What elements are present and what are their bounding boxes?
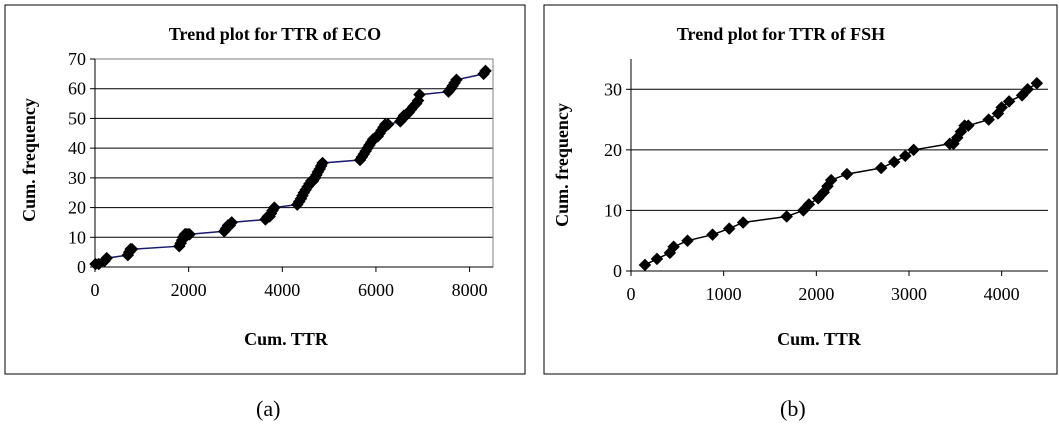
chart-a-x-tick-label: 2000 bbox=[171, 280, 207, 300]
chart-b-data-point bbox=[667, 240, 680, 254]
chart-a-y-tick-label: 10 bbox=[68, 227, 86, 247]
chart-a-data-point bbox=[450, 73, 463, 87]
chart-a-y-tick-label: 0 bbox=[77, 257, 86, 277]
chart-b-data-point bbox=[995, 101, 1009, 114]
chart-b-y-tick-label: 10 bbox=[604, 200, 622, 220]
chart-b-title: Trend plot for TTR of FSH bbox=[677, 24, 885, 44]
chart-b-data-point bbox=[907, 143, 920, 157]
chart-b-data-point bbox=[840, 167, 854, 181]
chart-a-y-tick-label: 20 bbox=[68, 198, 86, 218]
chart-b-y-tick-label: 0 bbox=[613, 261, 622, 281]
chart-a-x-tick-label: 8000 bbox=[452, 280, 488, 300]
chart-b-y-tick-label: 20 bbox=[604, 140, 622, 160]
chart-b-data-point bbox=[887, 155, 901, 169]
caption-a: (a) bbox=[256, 396, 281, 421]
chart-b-data-point bbox=[1021, 82, 1034, 96]
chart-b-x-axis-label: Cum. TTR bbox=[777, 329, 862, 349]
chart-b-series bbox=[638, 76, 1044, 272]
chart-b-axes bbox=[630, 59, 1048, 272]
chart-a-axes bbox=[94, 59, 493, 268]
chart-b-y-axis-label: Cum. frequency bbox=[552, 103, 572, 227]
chart-a-data-point bbox=[479, 64, 492, 78]
chart-b-data-point bbox=[1030, 76, 1044, 90]
chart-a-data-point bbox=[316, 156, 329, 170]
chart-b-data-point bbox=[722, 222, 736, 235]
chart-a-ticks: 0 10 20 30 40 50 60 70 0 2000 4000 6000 8000 bbox=[68, 49, 488, 300]
chart-a-y-axis-label: Cum. frequency bbox=[19, 98, 39, 222]
chart-b-x-tick-label: 0 bbox=[627, 284, 636, 304]
chart-b-gridlines bbox=[631, 88, 1048, 211]
chart-b-frame bbox=[543, 4, 1058, 375]
chart-b-data-point bbox=[961, 119, 975, 132]
chart-b-y-tick-label: 30 bbox=[604, 79, 622, 99]
chart-a-x-tick-label: 6000 bbox=[358, 280, 394, 300]
chart-b-data-point bbox=[650, 252, 664, 266]
chart-b-data-point bbox=[681, 234, 694, 248]
chart-b-data-point bbox=[824, 173, 838, 187]
chart-b-data-point bbox=[780, 210, 794, 223]
chart-a-y-tick-label: 50 bbox=[68, 108, 86, 128]
chart-panel-b: 0 10 20 30 0 1000 2000 3000 4000 Trend plot for … bbox=[538, 0, 1059, 385]
chart-b-data-point bbox=[706, 228, 719, 242]
chart-a: 0 10 20 30 40 50 60 70 0 2000 4000 6000 8000 Trend p… bbox=[4, 4, 526, 375]
chart-b-x-tick-label: 3000 bbox=[891, 284, 927, 304]
chart-panel-a: 0 10 20 30 40 50 60 70 0 2000 4000 6000 8000 Trend p… bbox=[0, 0, 530, 385]
chart-a-data-point bbox=[183, 227, 196, 241]
chart-a-data-point bbox=[267, 201, 281, 214]
chart-b-data-point bbox=[802, 198, 816, 211]
chart-a-y-tick-label: 40 bbox=[68, 138, 86, 158]
chart-b-ticks: 0 10 20 30 0 1000 2000 3000 4000 bbox=[604, 79, 1020, 304]
chart-a-data-point bbox=[100, 251, 114, 265]
chart-a-data-point bbox=[381, 118, 395, 131]
chart-a-x-axis-label: Cum. TTR bbox=[244, 329, 329, 349]
chart-b-data-point bbox=[736, 216, 750, 229]
chart-b-data-point bbox=[874, 161, 888, 175]
chart-a-y-tick-label: 60 bbox=[68, 79, 86, 99]
chart-b-x-tick-label: 2000 bbox=[798, 284, 834, 304]
chart-a-data-point bbox=[125, 242, 139, 256]
chart-b-data-point bbox=[898, 149, 912, 163]
chart-a-x-tick-label: 0 bbox=[91, 280, 100, 300]
chart-a-series bbox=[89, 64, 492, 271]
chart-b-x-tick-label: 4000 bbox=[984, 284, 1020, 304]
chart-a-y-tick-label: 30 bbox=[68, 168, 86, 188]
caption-b: (b) bbox=[780, 396, 806, 421]
chart-b-data-point bbox=[638, 258, 652, 272]
chart-a-x-tick-label: 4000 bbox=[264, 280, 300, 300]
chart-b-x-tick-label: 1000 bbox=[706, 284, 742, 304]
chart-b-data-point bbox=[982, 113, 996, 126]
chart-a-y-tick-label: 70 bbox=[68, 49, 86, 69]
chart-a-data-point bbox=[225, 216, 239, 229]
chart-b: 0 10 20 30 0 1000 2000 3000 4000 Trend plot for … bbox=[543, 4, 1058, 375]
chart-a-frame bbox=[4, 4, 526, 375]
chart-a-data-point bbox=[413, 88, 426, 102]
chart-a-title: Trend plot for TTR of ECO bbox=[169, 24, 381, 44]
chart-b-data-point bbox=[1002, 95, 1016, 108]
